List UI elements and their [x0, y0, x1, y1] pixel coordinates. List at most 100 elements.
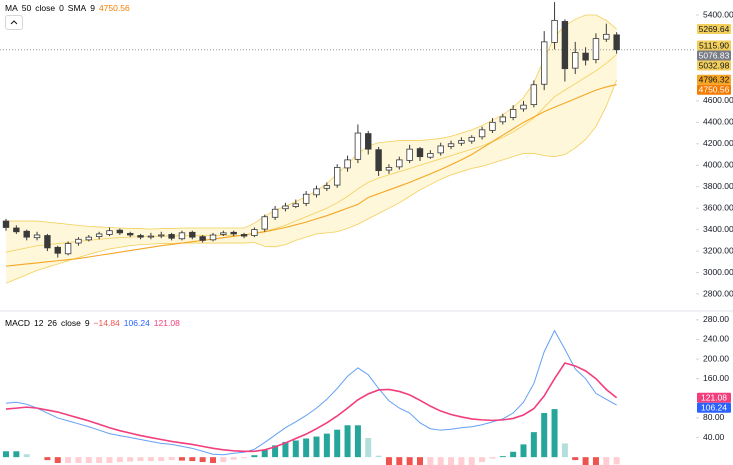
histogram-bar — [251, 455, 258, 458]
candle-body — [209, 234, 217, 241]
candle-body — [375, 149, 382, 172]
price-label: 5032.98 — [699, 60, 730, 70]
histogram-bar — [499, 456, 506, 458]
histogram-bar — [510, 451, 517, 458]
candle-body — [168, 234, 175, 239]
y-tick-label: 4600.00 — [703, 95, 733, 105]
histogram-bar — [520, 444, 527, 458]
legend-param: 9 — [90, 3, 95, 13]
y-tick-label: 4200.00 — [703, 138, 733, 148]
histogram-bar — [241, 457, 248, 459]
candle-body — [137, 235, 144, 238]
histogram-bar — [127, 457, 134, 462]
price-label: 5269.64 — [699, 24, 730, 34]
histogram-bar — [158, 457, 165, 462]
candle-body — [365, 133, 372, 150]
histogram-bar — [489, 457, 496, 459]
macd-legend: MACD 12 26 close 9 −14.84 106.24 121.08 — [5, 318, 180, 328]
histogram-bar — [458, 457, 465, 465]
histogram-bar — [551, 409, 558, 458]
candle-body — [344, 159, 351, 169]
histogram-bar — [448, 457, 455, 465]
histogram-bar — [572, 457, 579, 461]
histogram-bar — [96, 457, 103, 464]
histogram-bar — [210, 457, 216, 464]
candle-body — [44, 235, 51, 249]
y-tick-label: 5400.00 — [703, 9, 733, 19]
price-label-box — [697, 40, 731, 51]
histogram-bar — [479, 457, 486, 463]
histogram-bar — [385, 457, 392, 465]
candle-body — [437, 145, 444, 154]
candle-body — [147, 235, 155, 238]
price-label-box — [697, 24, 731, 35]
candle-body — [313, 188, 320, 196]
chevron-icon — [10, 20, 18, 25]
legend-param: 50 — [21, 3, 32, 13]
band-fill — [6, 15, 617, 284]
histogram-bar — [178, 457, 185, 461]
candle-body — [406, 148, 413, 161]
y-tick-label: 240.00 — [703, 334, 729, 344]
price-axis: 5400.00 4600.00 4400.00 4200.00 4000.00 3800.… — [696, 9, 733, 442]
candle-body — [396, 159, 403, 168]
histogram-bar — [313, 436, 320, 458]
indicator-line — [5, 329, 617, 456]
candle-body — [178, 232, 186, 240]
histogram-bar — [199, 457, 206, 463]
y-tick-label: 200.00 — [703, 353, 729, 363]
price-label-box — [697, 392, 731, 403]
candle-body — [199, 236, 206, 241]
candle-body — [240, 234, 248, 237]
histogram-bar — [603, 457, 610, 465]
histogram-bar — [354, 425, 361, 458]
y-tick-label: 4000.00 — [703, 159, 733, 169]
histogram-bar — [613, 457, 620, 465]
histogram-bar — [147, 457, 154, 462]
histogram-bar — [106, 457, 113, 464]
candle-body — [478, 129, 486, 138]
price-label-box — [697, 74, 731, 85]
histogram-bar — [137, 457, 144, 462]
histogram-bar — [13, 451, 20, 458]
candle-body — [54, 246, 61, 254]
candle-body — [282, 205, 289, 210]
indicator-line — [6, 14, 617, 230]
price-label: 4796.32 — [699, 75, 730, 85]
collapse-button[interactable] — [5, 15, 23, 30]
histogram-bar — [44, 457, 51, 461]
histogram-bar — [168, 457, 175, 461]
legend-value: −14.84 — [93, 318, 120, 328]
price-label-box — [697, 402, 731, 413]
candle-body — [95, 233, 103, 238]
candle-body — [468, 136, 475, 142]
candle-body — [292, 203, 299, 207]
price-label: 106.24 — [701, 403, 727, 413]
candle-body — [189, 231, 196, 238]
candle-body — [520, 104, 527, 110]
histogram-bar — [406, 457, 413, 465]
histogram-bar — [468, 457, 475, 465]
legend-name: MA — [5, 3, 18, 13]
histogram-bar — [230, 457, 237, 460]
y-tick-label: 3400.00 — [703, 224, 733, 234]
candle-body — [561, 21, 569, 70]
candle-body — [541, 41, 548, 85]
histogram-bar — [54, 457, 61, 464]
y-tick-label: 80.00 — [703, 412, 725, 422]
y-tick-label: 4400.00 — [703, 117, 733, 127]
histogram-bar — [334, 429, 341, 458]
candle-body — [551, 19, 558, 43]
candle-body — [509, 109, 517, 118]
histogram-bar — [375, 455, 382, 458]
y-tick-label: 160.00 — [703, 373, 729, 383]
candle-body — [592, 38, 600, 60]
candle-body — [302, 193, 310, 204]
histogram-bar — [75, 457, 82, 464]
candle-body — [251, 229, 258, 236]
histogram-bar — [261, 449, 268, 458]
candle-body — [33, 234, 41, 239]
legend-param: close — [60, 318, 81, 328]
histogram-bar — [592, 457, 599, 465]
